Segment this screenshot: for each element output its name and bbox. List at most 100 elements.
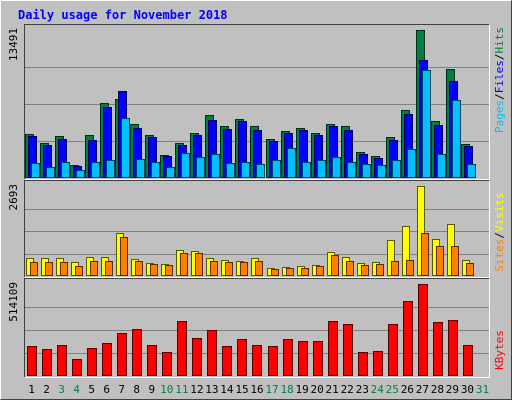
bar-kbytes-day-21 xyxy=(328,321,338,376)
day-label-8: 8 xyxy=(133,383,140,396)
bar-sites-day-27 xyxy=(421,233,429,276)
bar-sites-day-4 xyxy=(75,266,83,276)
bar-pages-day-5 xyxy=(91,162,100,178)
bar-sites-day-18 xyxy=(286,268,294,276)
day-label-17: 17 xyxy=(265,383,278,396)
day-label-20: 20 xyxy=(311,383,324,396)
day-label-21: 21 xyxy=(326,383,339,396)
bar-kbytes-day-19 xyxy=(298,341,308,376)
bar-pages-day-13 xyxy=(211,154,220,178)
bar-sites-day-21 xyxy=(331,255,339,276)
legend-files: Files xyxy=(493,60,506,93)
day-label-15: 15 xyxy=(235,383,248,396)
bar-kbytes-day-11 xyxy=(177,321,187,376)
bar-kbytes-day-29 xyxy=(448,320,458,376)
day-label-1: 1 xyxy=(28,383,35,396)
day-label-14: 14 xyxy=(220,383,234,396)
legend-middle: Sites/Visits xyxy=(493,192,506,272)
bar-sites-day-16 xyxy=(255,261,263,276)
bar-sites-day-9 xyxy=(150,264,158,276)
day-label-7: 7 xyxy=(118,383,125,396)
bar-pages-day-23 xyxy=(362,164,371,178)
day-label-30: 30 xyxy=(461,383,474,396)
bar-pages-day-3 xyxy=(61,162,70,178)
bar-kbytes-day-20 xyxy=(313,341,323,376)
bar-pages-day-22 xyxy=(347,162,356,178)
bar-kbytes-day-14 xyxy=(222,346,232,376)
bar-pages-day-18 xyxy=(287,148,296,178)
bar-kbytes-day-2 xyxy=(42,349,52,376)
bar-kbytes-day-3 xyxy=(57,345,67,376)
day-label-31: 31 xyxy=(476,383,489,396)
day-label-4: 4 xyxy=(73,383,80,396)
bar-sites-day-28 xyxy=(436,246,444,276)
bar-kbytes-day-10 xyxy=(162,352,172,376)
bar-kbytes-day-26 xyxy=(403,301,413,376)
day-label-22: 22 xyxy=(341,383,354,396)
day-label-26: 26 xyxy=(401,383,414,396)
bar-sites-day-14 xyxy=(225,262,233,276)
bar-pages-day-25 xyxy=(392,160,401,178)
bar-pages-day-12 xyxy=(196,157,205,178)
bar-sites-day-3 xyxy=(60,262,68,276)
panel-visits-sites: 2693 xyxy=(7,180,490,278)
day-label-5: 5 xyxy=(88,383,95,396)
bar-kbytes-day-15 xyxy=(237,339,247,376)
bar-pages-day-4 xyxy=(76,170,85,178)
bar-kbytes-day-25 xyxy=(388,324,398,376)
legend-kbytes: KBytes xyxy=(493,330,506,370)
legend-bottom: KBytes xyxy=(493,330,506,370)
bar-sites-day-19 xyxy=(301,268,309,276)
y-max-label: 13491 xyxy=(7,28,20,61)
bar-kbytes-day-22 xyxy=(343,324,353,376)
bar-kbytes-day-18 xyxy=(283,339,293,376)
bar-sites-day-30 xyxy=(466,263,474,276)
legend-sites: Sites xyxy=(493,239,506,272)
bar-kbytes-day-13 xyxy=(207,330,217,376)
bar-pages-day-2 xyxy=(46,167,55,178)
legend-hits: Hits xyxy=(493,27,506,54)
day-label-24: 24 xyxy=(371,383,385,396)
bar-kbytes-day-17 xyxy=(268,346,278,376)
bar-kbytes-day-7 xyxy=(117,333,127,376)
bar-pages-day-24 xyxy=(377,165,386,178)
bar-sites-day-22 xyxy=(346,261,354,276)
bar-sites-day-24 xyxy=(376,264,384,276)
bar-sites-day-15 xyxy=(240,262,248,276)
day-label-9: 9 xyxy=(148,383,155,396)
bar-pages-day-11 xyxy=(181,153,190,178)
bar-sites-day-6 xyxy=(105,261,113,276)
day-label-28: 28 xyxy=(431,383,444,396)
bar-sites-day-5 xyxy=(90,261,98,276)
y-max-label: 2693 xyxy=(7,184,20,211)
y-max-label: 514109 xyxy=(7,282,20,322)
day-label-11: 11 xyxy=(175,383,188,396)
bar-pages-day-19 xyxy=(302,162,311,178)
bar-sites-day-13 xyxy=(210,261,218,276)
bar-pages-day-21 xyxy=(332,157,341,178)
bar-sites-day-12 xyxy=(195,253,203,276)
bar-kbytes-day-5 xyxy=(87,348,97,376)
bar-kbytes-day-4 xyxy=(72,359,82,376)
bar-pages-day-1 xyxy=(31,163,40,178)
bar-kbytes-day-9 xyxy=(147,345,157,376)
bar-sites-day-29 xyxy=(451,246,459,276)
day-label-25: 25 xyxy=(386,383,399,396)
bar-pages-day-15 xyxy=(241,162,250,178)
legend-top: Pages/Files/Hits xyxy=(493,27,506,133)
bar-pages-day-8 xyxy=(136,159,145,178)
bar-pages-day-16 xyxy=(256,164,265,178)
bar-pages-day-20 xyxy=(317,160,326,178)
bar-kbytes-day-30 xyxy=(463,345,473,376)
bar-sites-day-8 xyxy=(135,261,143,276)
bar-kbytes-day-12 xyxy=(192,338,202,376)
legend-visits: Visits xyxy=(493,192,506,232)
bar-kbytes-day-1 xyxy=(27,346,37,376)
bar-kbytes-day-16 xyxy=(252,345,262,376)
panel-hits-files-pages: 13491 xyxy=(7,24,490,180)
day-label-23: 23 xyxy=(356,383,369,396)
day-label-10: 10 xyxy=(160,383,173,396)
day-label-6: 6 xyxy=(103,383,110,396)
